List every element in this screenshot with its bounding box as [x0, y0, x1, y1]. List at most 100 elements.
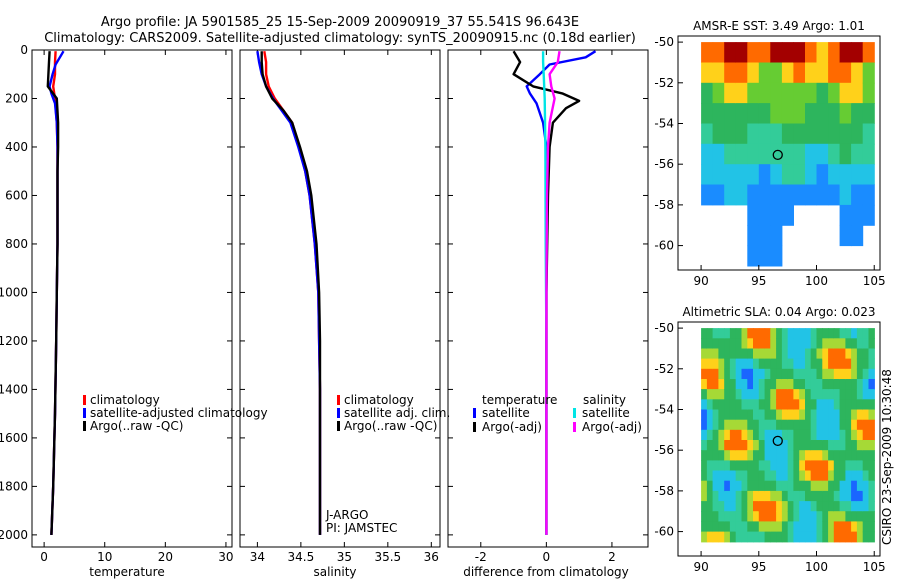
map-cell — [793, 62, 806, 84]
map-cell — [805, 511, 812, 522]
map-cell — [770, 184, 783, 206]
map-cell — [718, 531, 725, 543]
legend-label: satellite-adjusted climatology — [90, 406, 268, 420]
map-cell — [741, 531, 748, 543]
map-cell — [770, 204, 783, 226]
y-tick-label: -60 — [654, 525, 674, 539]
map-cell — [810, 368, 818, 380]
map-cell — [747, 389, 754, 400]
map-cell — [747, 348, 754, 360]
map-cell — [793, 399, 800, 411]
map-cell — [735, 164, 748, 186]
x-tick-label: 34.5 — [288, 550, 315, 564]
map-cell — [764, 399, 771, 411]
map-cell — [851, 429, 858, 441]
map-cell — [856, 490, 864, 502]
map-cell — [839, 348, 846, 360]
map-cell — [724, 184, 737, 206]
map-cell — [706, 409, 714, 421]
header-title-line1: Argo profile: JA 5901585_25 15-Sep-2009 … — [101, 15, 579, 30]
map-cell — [845, 490, 852, 502]
map-cell — [724, 521, 731, 533]
map-cell — [758, 511, 766, 522]
map-cell — [793, 348, 800, 360]
map-cell — [781, 379, 789, 390]
map-cell — [712, 399, 719, 411]
map-cell — [741, 521, 748, 533]
map-cell — [718, 470, 725, 482]
map-cell — [781, 358, 789, 370]
map-cell — [862, 379, 870, 390]
map-cell — [781, 103, 794, 124]
map-cell — [816, 419, 823, 431]
map-cell — [712, 143, 725, 165]
map-cell — [810, 338, 818, 350]
map-cell — [776, 480, 783, 492]
map-cell — [712, 42, 725, 63]
map-cell — [851, 480, 858, 492]
map-cell — [781, 440, 789, 451]
map-cell — [793, 42, 806, 63]
map-cell — [712, 338, 719, 350]
map-cell — [816, 440, 823, 451]
map-cell — [729, 409, 737, 421]
map-cell — [712, 184, 725, 206]
y-tick-label: 1400 — [0, 382, 28, 396]
map-cell — [758, 245, 771, 267]
map-cell — [753, 531, 760, 543]
map-cell — [799, 531, 806, 543]
map-cell — [799, 440, 806, 451]
map-cell — [828, 164, 841, 186]
map-cell — [706, 440, 714, 451]
map-cell — [810, 389, 818, 400]
map-cell — [805, 164, 818, 186]
map-cell — [753, 440, 760, 451]
y-tick-label: -56 — [654, 443, 674, 457]
plot-frame — [31, 49, 233, 548]
map-cell — [701, 123, 714, 145]
map-cell — [856, 399, 864, 411]
map-cell — [718, 440, 725, 451]
map-cell — [747, 480, 754, 492]
map-cell — [764, 409, 771, 421]
map-cell — [828, 501, 835, 512]
map-cell — [816, 429, 823, 441]
map-cell — [862, 480, 870, 492]
map-cell — [712, 480, 719, 492]
map-cell — [747, 184, 760, 206]
map-cell — [816, 460, 823, 472]
map-cell — [839, 419, 846, 431]
map-cell — [862, 143, 875, 165]
map-cell — [799, 328, 806, 339]
map-cell — [706, 450, 714, 461]
map-cell — [706, 389, 714, 400]
map-cell — [868, 429, 875, 441]
map-cell — [828, 123, 841, 145]
y-tick-label: -50 — [654, 35, 674, 49]
map-cell — [724, 328, 731, 339]
map-cell — [758, 368, 766, 380]
map-cell — [805, 62, 818, 84]
map-cell — [851, 143, 864, 165]
sla-map-panel: Altimetric SLA: 0.04 Argo: 0.023 -50 -52 -5… — [654, 305, 885, 574]
map-cell — [764, 490, 771, 502]
map-cell — [787, 358, 795, 370]
map-cell — [781, 82, 794, 104]
map-cell — [741, 490, 748, 502]
map-cell — [706, 470, 714, 482]
map-cell — [724, 511, 731, 522]
map-cell — [816, 450, 823, 461]
map-cell — [701, 338, 708, 350]
map-cell — [787, 480, 795, 492]
legend-label: climatology — [344, 393, 414, 407]
map-cell — [862, 123, 875, 145]
map-cell — [793, 368, 800, 380]
map-cell — [793, 164, 806, 186]
map-cell — [868, 460, 875, 472]
plot-frame — [447, 49, 649, 548]
map-cell — [805, 419, 812, 431]
x-tick-label: 0 — [543, 550, 551, 564]
map-frame — [677, 321, 881, 557]
map-cell — [747, 440, 754, 451]
map-cell — [868, 501, 875, 512]
